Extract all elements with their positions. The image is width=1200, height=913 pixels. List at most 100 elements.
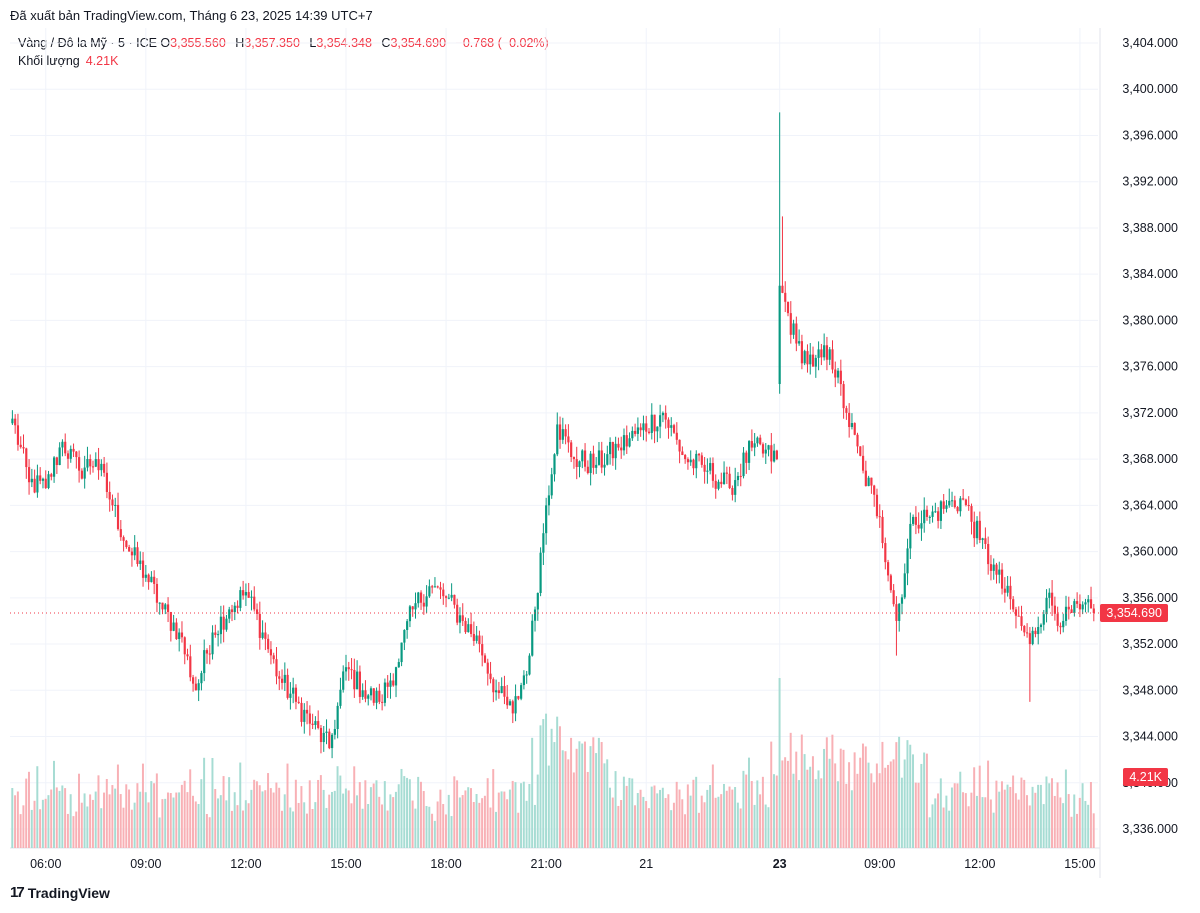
volume-bar <box>811 756 814 848</box>
volume-bar <box>1073 794 1076 848</box>
volume-bar <box>767 807 770 848</box>
candle-body <box>317 721 320 728</box>
volume-bar <box>386 810 389 848</box>
candle-body <box>953 500 956 508</box>
volume-bar <box>664 798 667 848</box>
volume-label[interactable]: Khối lượng <box>18 54 80 68</box>
volume-bar <box>556 716 559 848</box>
candle-body <box>478 635 481 645</box>
candle-body <box>898 603 901 621</box>
candle-body <box>547 495 551 506</box>
candle-body <box>27 467 31 483</box>
candle-body <box>19 444 22 448</box>
candle-body <box>64 441 67 454</box>
volume-bar <box>353 766 356 848</box>
candle-body <box>887 562 890 576</box>
candle-body <box>411 606 414 610</box>
volume-bar <box>978 765 981 848</box>
volume-bar <box>753 804 756 848</box>
candle-body <box>211 632 214 655</box>
price-axis[interactable]: 3,336.0003,340.0003,344.0003,348.0003,35… <box>1122 36 1178 836</box>
candle-body <box>998 569 1001 575</box>
volume-bar <box>622 776 625 848</box>
candle-body <box>578 461 581 467</box>
volume-bar <box>444 814 447 848</box>
candle-body <box>981 538 984 541</box>
candle-body <box>842 384 845 409</box>
volume-bar <box>962 792 965 848</box>
candle-body <box>756 437 759 444</box>
volume-bar <box>80 802 83 848</box>
candle-body <box>447 597 450 599</box>
volume-bar <box>383 781 386 848</box>
candle-body <box>194 683 197 691</box>
candle-body <box>425 596 428 607</box>
volume-bar <box>44 798 47 848</box>
volume-bar <box>436 801 439 848</box>
time-tick-label: 23 <box>773 857 787 871</box>
candle-body <box>928 516 931 518</box>
volume-bar <box>1012 775 1015 848</box>
candle-body <box>164 604 167 610</box>
volume-bar <box>33 800 36 848</box>
volume-bar <box>923 752 926 848</box>
candle-body <box>864 470 867 487</box>
candle-body <box>959 498 962 512</box>
volume-bar <box>150 781 153 848</box>
volume-bar <box>369 787 372 848</box>
volume-bar <box>853 752 856 848</box>
volume-bar <box>358 782 361 848</box>
volume-bar <box>959 771 962 848</box>
candle-body <box>1006 585 1009 593</box>
time-axis[interactable]: 06:00 09:00 12:00 15:00 18:00 21:00 21 23 09:00 1… <box>30 857 1095 871</box>
volume-bar <box>180 784 183 848</box>
candle-body <box>367 695 370 699</box>
candle-body <box>811 354 815 367</box>
volume-bar <box>522 781 525 848</box>
volume-bar <box>1081 783 1084 848</box>
volume-bar <box>69 794 72 848</box>
candle-body <box>61 441 64 448</box>
candle-body <box>939 501 942 521</box>
candle-body <box>497 690 500 694</box>
candle-body <box>614 443 617 459</box>
candle-body <box>364 690 367 699</box>
volume-bar <box>703 802 706 848</box>
candle-body <box>611 442 614 459</box>
volume-bar <box>350 803 353 848</box>
volume-bar <box>400 768 403 848</box>
price-tick-label: 3,380.000 <box>1122 313 1178 327</box>
candle-body <box>122 537 125 541</box>
volume-bar <box>558 726 561 848</box>
volume-bar <box>1087 804 1090 848</box>
candle-body <box>906 548 909 574</box>
volume-value: 4.21K <box>85 54 119 68</box>
volume-bar <box>631 778 634 848</box>
candle-body <box>697 453 701 456</box>
volume-bar <box>333 790 336 848</box>
volume-bar <box>225 800 228 848</box>
candle-body <box>620 447 623 451</box>
candle-body <box>533 609 537 621</box>
volume-bar <box>928 817 931 848</box>
volume-bar <box>108 794 111 848</box>
candle-body <box>670 425 673 428</box>
candle-body <box>47 474 50 489</box>
candle-body <box>506 696 509 706</box>
volume-legend: Khối lượng 4.21K <box>18 54 118 68</box>
candle-body <box>419 592 423 603</box>
candle-body <box>931 511 934 517</box>
candle-body <box>197 683 200 691</box>
candle-body <box>564 429 567 437</box>
candle-body <box>625 435 628 447</box>
candle-body <box>464 620 467 633</box>
candle-body <box>155 583 159 603</box>
candle-body <box>761 444 765 454</box>
candle-body <box>814 357 817 367</box>
candle-body <box>436 586 439 588</box>
volume-bar <box>1070 816 1073 848</box>
tradingview-logo[interactable]: 17 TradingView <box>10 884 110 901</box>
candle-body <box>58 447 61 466</box>
candle-body <box>305 709 309 714</box>
